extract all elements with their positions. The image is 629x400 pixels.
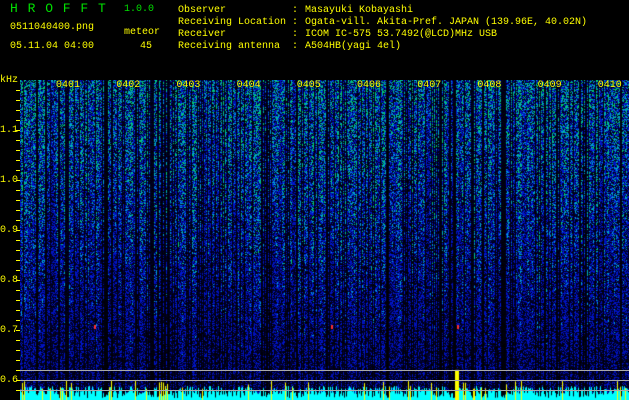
x-tick-label: 0406 [357,80,382,91]
info-label: Receiver [178,29,227,40]
y-tick [16,290,20,291]
y-tick [16,90,20,91]
spectrogram [20,80,629,400]
info-value: A504HB(yagi 4el) [305,41,402,52]
info-label: Observer [178,5,227,16]
y-tick [16,200,20,201]
marker-line [20,390,629,391]
marker-line [20,380,629,381]
y-tick [16,240,20,241]
filename: 0511040400.png [10,22,95,33]
y-tick-label: 0.9 [0,225,19,236]
info-colon: : [292,5,299,16]
x-tick-label: 0407 [417,80,442,91]
x-tick-label: 0404 [236,80,261,91]
y-tick [16,210,20,211]
x-tick-label: 0402 [116,80,141,91]
x-tick-label: 0401 [56,80,81,91]
y-tick [16,180,20,181]
info-label: Receiving Location [178,17,287,28]
y-tick [16,330,20,331]
info-colon: : [292,17,299,28]
y-tick-label: 0.8 [0,275,19,286]
y-tick [16,190,20,191]
info-colon: : [292,29,299,40]
y-tick-label: 1.1 [0,125,19,136]
app-title: H R O F F T [10,1,107,16]
y-tick [16,340,20,341]
info-colon: : [292,41,299,52]
y-tick [16,220,20,221]
y-unit: kHz [0,75,19,86]
meteor-count: 45 [140,41,153,52]
x-tick-label: 0403 [176,80,201,91]
y-tick-label: 0.6 [0,375,19,386]
y-tick [16,300,20,301]
y-tick [16,100,20,101]
y-tick [16,110,20,111]
info-value: Ogata-vill. Akita-Pref. JAPAN (139.96E, … [305,17,588,28]
y-tick [16,130,20,131]
x-tick-label: 0409 [537,80,562,91]
y-tick [16,140,20,141]
app-version: 1.0.0 [124,4,155,15]
info-value: ICOM IC-575 53.7492(@LCD)MHz USB [305,29,498,40]
y-tick [16,280,20,281]
y-tick [16,380,20,381]
y-tick [16,150,20,151]
x-tick-label: 0410 [597,80,622,91]
marker-line [20,370,629,371]
y-tick [16,310,20,311]
meteor-label: meteor [124,27,161,38]
y-tick [16,320,20,321]
y-tick [16,270,20,271]
y-tick [16,390,20,391]
info-value: Masayuki Kobayashi [305,5,414,16]
y-tick [16,370,20,371]
y-tick-label: 0.7 [0,325,19,336]
y-tick [16,350,20,351]
x-tick-label: 0408 [477,80,502,91]
y-tick [16,170,20,171]
y-tick [16,250,20,251]
y-tick-label: 1.0 [0,175,19,186]
y-tick [16,260,20,261]
y-tick [16,230,20,231]
x-tick-label: 0405 [296,80,321,91]
y-tick [16,360,20,361]
datetime: 05.11.04 04:00 [10,41,95,52]
y-tick [16,120,20,121]
info-label: Receiving antenna [178,41,281,52]
y-tick [16,160,20,161]
